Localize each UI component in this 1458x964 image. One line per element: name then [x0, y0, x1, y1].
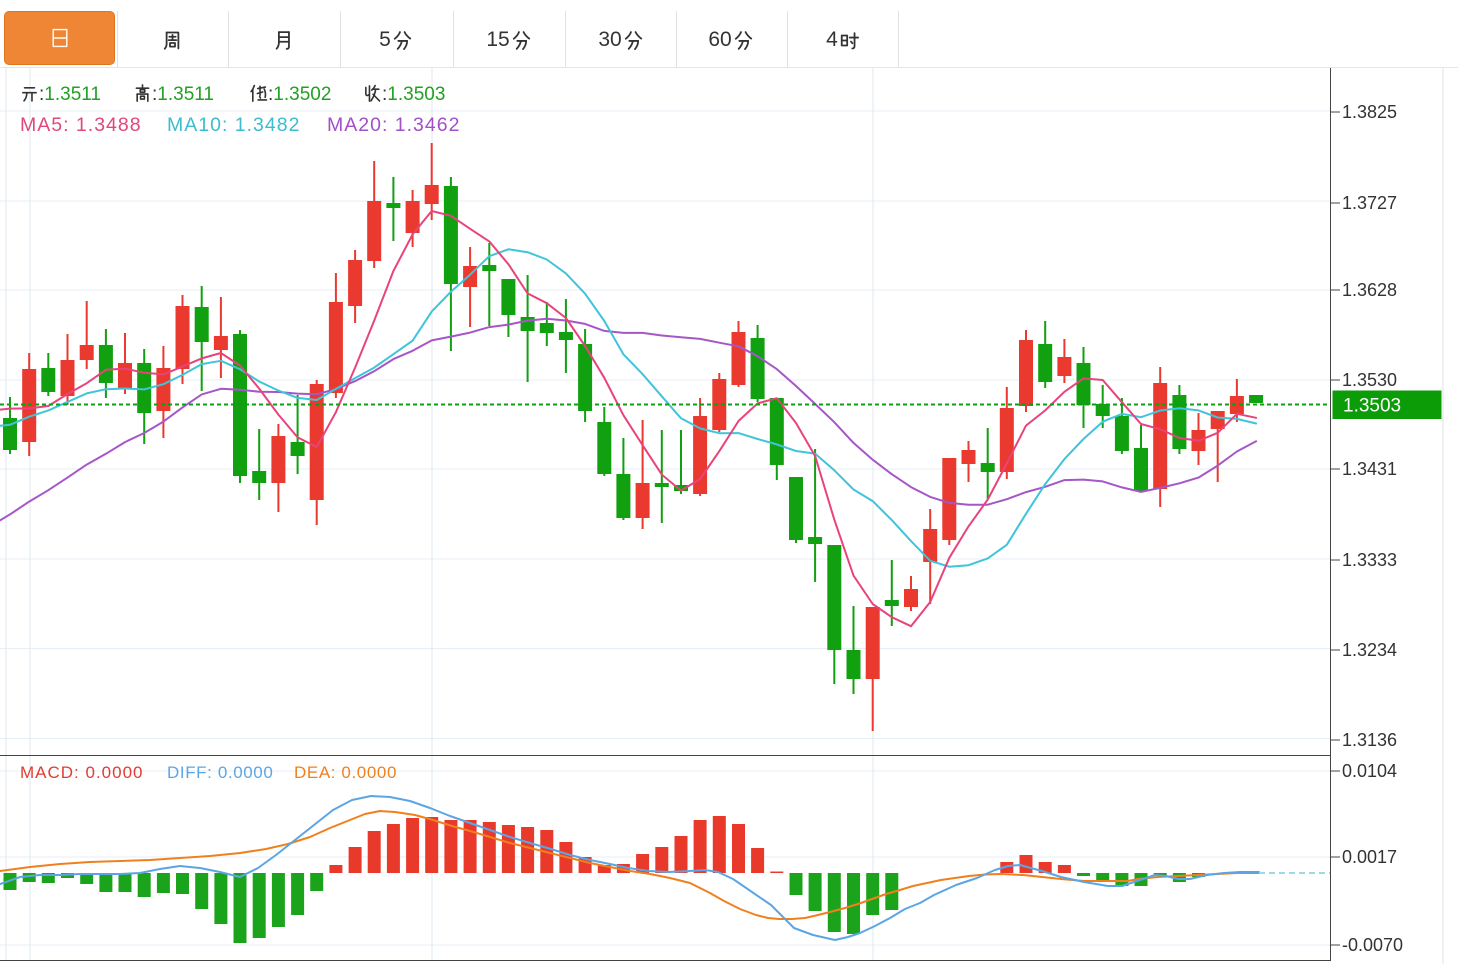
svg-text:1.3628: 1.3628 — [1342, 280, 1397, 300]
svg-text:1.3530: 1.3530 — [1342, 370, 1397, 390]
svg-text:1.3431: 1.3431 — [1342, 459, 1397, 479]
svg-text:1.3825: 1.3825 — [1342, 102, 1397, 122]
svg-text:0.0017: 0.0017 — [1342, 847, 1397, 867]
svg-text:1.3333: 1.3333 — [1342, 550, 1397, 570]
svg-text:1.3234: 1.3234 — [1342, 640, 1397, 660]
svg-text:-0.0070: -0.0070 — [1342, 935, 1403, 955]
svg-text:0.0104: 0.0104 — [1342, 761, 1397, 781]
svg-text:1.3727: 1.3727 — [1342, 193, 1397, 213]
svg-text:1.3503: 1.3503 — [1343, 396, 1401, 417]
svg-text:1.3136: 1.3136 — [1342, 730, 1397, 750]
